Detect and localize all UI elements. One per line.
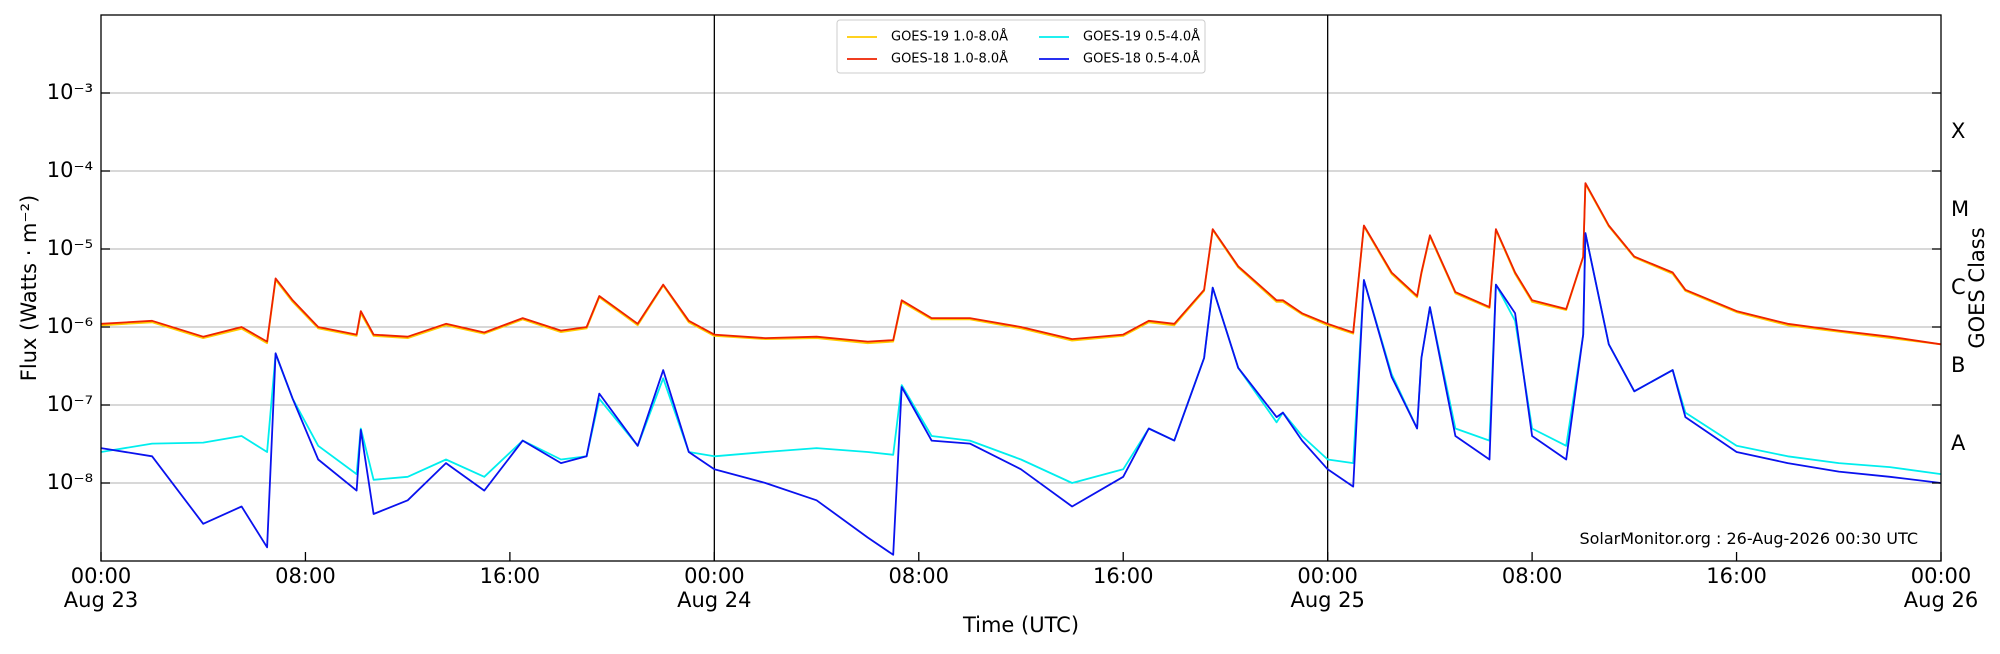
plot-frame	[100, 14, 1942, 562]
y-tick-label: 10⁻⁷	[47, 392, 93, 416]
x-tick-label-line: Aug 24	[677, 588, 751, 612]
plot-area	[101, 182, 1941, 556]
x-tick-label: 08:00	[1502, 564, 1563, 588]
x-tick-label: 16:00	[1093, 564, 1154, 588]
y-tick-label: 10⁻⁶	[47, 314, 93, 338]
y-tick-label: 10⁻³	[47, 80, 93, 104]
x-tick-label-line: 00:00	[684, 564, 745, 588]
x-tick-label: 00:00 Aug 23	[64, 564, 138, 612]
series-line	[101, 232, 1941, 556]
x-tick-label: 16:00	[480, 564, 541, 588]
x-tick-label: 00:00 Aug 26	[1904, 564, 1978, 612]
y2-axis-label: GOES Class	[1965, 227, 1989, 348]
annotation: SolarMonitor.org : 26-Aug-2026 00:30 UTC	[1579, 529, 1918, 548]
legend-label: GOES-19 1.0-8.0Å	[891, 29, 1008, 45]
x-tick-label-line: Aug 25	[1290, 588, 1364, 612]
x-tick-label-line: 08:00	[1502, 564, 1563, 588]
y2-tick-label: M	[1951, 197, 1969, 221]
x-tick-label: 08:00	[275, 564, 336, 588]
series-line	[101, 232, 1941, 484]
x-tick-label-line: 16:00	[1093, 564, 1154, 588]
legend-label: GOES-18 0.5-4.0Å	[1083, 51, 1200, 67]
x-tick-label: 16:00	[1706, 564, 1767, 588]
x-tick-label-line: 16:00	[480, 564, 541, 588]
y-axis-label: Flux (Watts · m⁻²)	[17, 195, 41, 381]
x-tick-label: 00:00 Aug 24	[677, 564, 751, 612]
x-tick-label-line: Aug 23	[64, 588, 138, 612]
x-tick-label: 00:00 Aug 25	[1290, 564, 1364, 612]
x-tick-label-line: 00:00	[1911, 564, 1972, 588]
x-tick-label: 08:00	[889, 564, 950, 588]
y-tick-label: 10⁻⁵	[47, 236, 93, 260]
x-tick-label-line: Aug 26	[1904, 588, 1978, 612]
x-tick-label-line: 08:00	[275, 564, 336, 588]
y-tick-label: 10⁻⁸	[47, 470, 93, 494]
y2-tick-label: B	[1951, 353, 1965, 377]
x-tick-label-line: 00:00	[71, 564, 132, 588]
y2-tick-label: C	[1951, 275, 1966, 299]
x-tick-label-line: 00:00	[1297, 564, 1358, 588]
y2-tick-label: X	[1951, 119, 1965, 143]
y-tick-label: 10⁻⁴	[47, 158, 93, 182]
y2-tick-label: A	[1951, 431, 1966, 455]
series-line	[101, 182, 1941, 346]
x-tick-label-line: 08:00	[889, 564, 950, 588]
legend-box	[836, 19, 1206, 74]
x-tick-label-line: 16:00	[1706, 564, 1767, 588]
x-axis-label: Time (UTC)	[962, 613, 1079, 637]
legend-label: GOES-18 1.0-8.0Å	[891, 51, 1008, 67]
legend-label: GOES-19 0.5-4.0Å	[1083, 29, 1200, 45]
legend: GOES-19 1.0-8.0Å GOES-18 1.0-8.0Å GOES-19 …	[836, 19, 1206, 74]
